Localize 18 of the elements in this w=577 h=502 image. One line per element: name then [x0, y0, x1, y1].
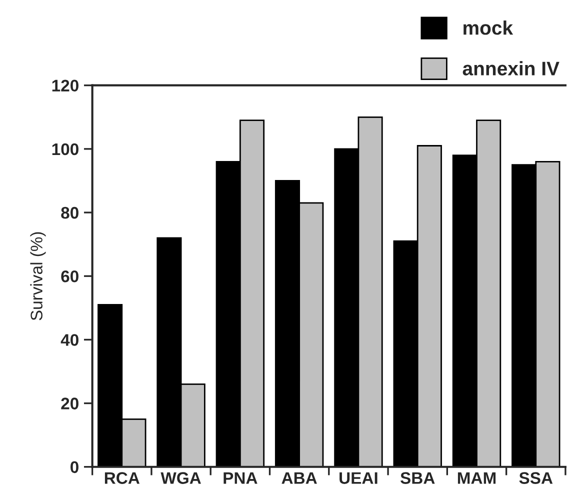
y-tick-label: 120	[52, 80, 78, 92]
x-tick-label: RCA	[104, 472, 140, 484]
x-tick-label: PNA	[224, 472, 258, 484]
x-tick-label: WGA	[160, 472, 201, 484]
y-tick-label: 80	[61, 206, 78, 219]
y-tick-label: 100	[52, 143, 78, 156]
y-axis-title: Survival (%)	[30, 232, 46, 320]
x-tick-label: MAM	[458, 472, 496, 484]
y-tick-label: 0	[70, 461, 78, 474]
y-tick-label: 60	[61, 270, 78, 282]
y-tick-label: 20	[61, 398, 78, 410]
x-tick-label: UEAI	[340, 472, 378, 484]
legend-label: annexin IV	[462, 61, 560, 76]
legend-label: mock	[464, 20, 514, 35]
x-tick-label: ABA	[282, 472, 317, 484]
y-tick-label: 40	[60, 334, 78, 346]
x-tick-label: SSA	[519, 472, 553, 484]
x-tick-label: SBA	[400, 472, 435, 484]
